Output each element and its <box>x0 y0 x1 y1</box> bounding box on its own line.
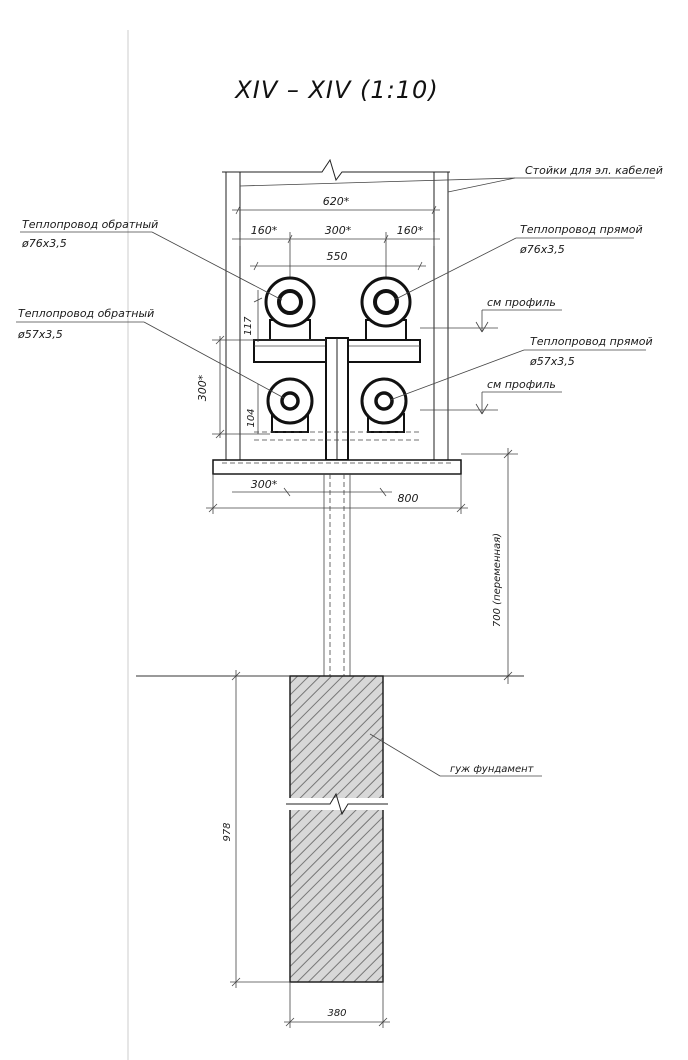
dim-978 <box>230 670 290 988</box>
dim-380-text: 380 <box>327 1008 346 1019</box>
dim-800-text: 800 <box>398 492 419 505</box>
dim-550 <box>250 261 426 271</box>
cable-posts-label: Стойки для эл. кабелей <box>525 164 663 177</box>
dim-160-left-text: 160* <box>251 224 278 237</box>
pipe-supply-lower <box>360 377 408 425</box>
profile-label-1: см профиль <box>487 296 556 309</box>
base-plate <box>212 459 462 475</box>
supply-lower-label: Теплопровод прямой <box>530 335 653 348</box>
dim-300-bottom-text: 300* <box>251 478 278 491</box>
section-title: XIV – XIV (1:10) <box>233 76 438 104</box>
column-shaft <box>323 474 351 676</box>
profile-marker-1 <box>420 309 562 333</box>
cable-posts-leader <box>239 177 655 193</box>
lower-beam <box>254 431 420 441</box>
foundation-leader <box>369 733 542 777</box>
profile-marker-2 <box>420 391 562 415</box>
foundation-block <box>289 675 384 983</box>
leader-supply-upper <box>393 237 634 301</box>
pipe-supply-upper <box>360 276 412 328</box>
dim-550-text: 550 <box>327 250 348 263</box>
return-upper-label: Теплопровод обратный <box>22 218 158 231</box>
dim-300-left-text: 300* <box>196 374 209 401</box>
pipe-return-lower <box>266 377 314 425</box>
dim-700-text: 700 (переменная) <box>492 533 503 627</box>
dim-117-text: 117 <box>243 316 254 336</box>
dim-620-text: 620* <box>323 195 350 208</box>
dim-620 <box>232 205 440 215</box>
pipe-return-upper <box>264 276 316 328</box>
dim-160-right-text: 160* <box>397 224 424 237</box>
dim-300-top-text: 300* <box>325 224 352 237</box>
dim-380 <box>284 982 390 1028</box>
leader-supply-lower <box>389 349 646 401</box>
dim-978-text: 978 <box>222 822 233 841</box>
dim-300-800 <box>206 474 468 514</box>
leader-return-upper <box>20 231 283 301</box>
dim-vertical-left <box>212 290 326 439</box>
return-upper-dia: ø76х3,5 <box>21 237 67 250</box>
supply-lower-dia: ø57х3,5 <box>529 355 575 368</box>
supply-upper-label: Теплопровод прямой <box>520 223 643 236</box>
profile-label-2: см профиль <box>487 378 556 391</box>
foundation-break <box>286 792 388 816</box>
supply-upper-dia: ø76х3,5 <box>519 243 565 256</box>
dim-104-text: 104 <box>246 408 257 427</box>
return-lower-label: Теплопровод обратный <box>18 307 154 320</box>
dim-700 <box>461 448 518 684</box>
return-lower-dia: ø57х3,5 <box>17 328 63 341</box>
leader-return-lower <box>16 321 285 399</box>
foundation-label: гуж фундамент <box>450 764 535 775</box>
cable-posts <box>222 158 450 460</box>
